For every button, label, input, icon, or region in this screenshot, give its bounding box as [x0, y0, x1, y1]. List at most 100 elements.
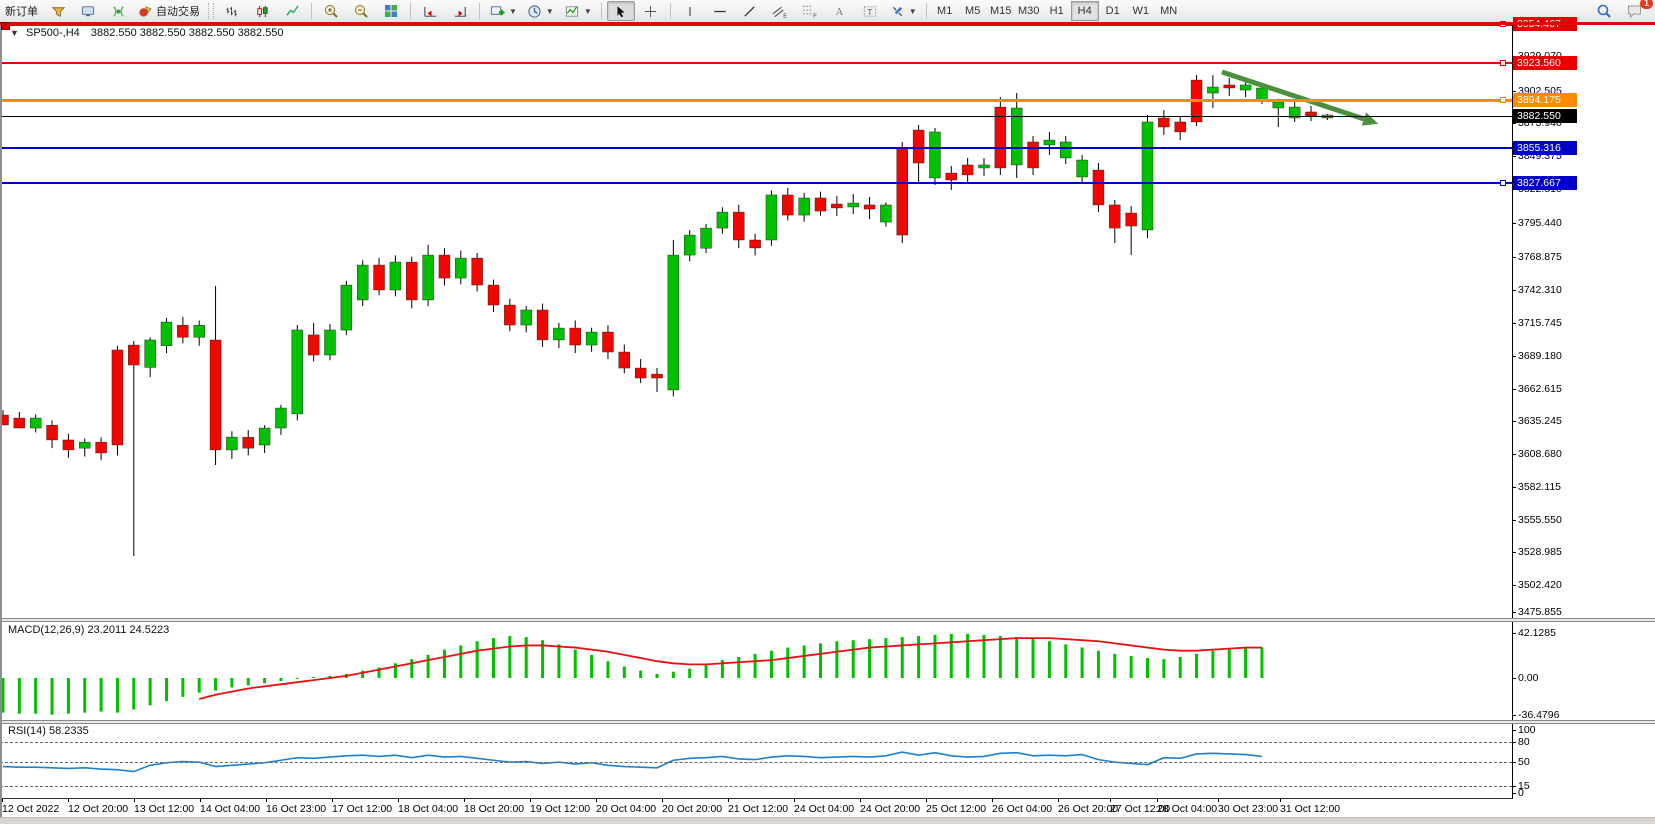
equidistant-channel-icon[interactable]: E	[766, 1, 794, 21]
candle-body	[406, 261, 418, 301]
price-level-handle[interactable]	[1500, 180, 1506, 186]
chart-title: ▼ SP500-,H4 3882.550 3882.550 3882.550 3…	[10, 27, 284, 39]
window-corner-box[interactable]	[1, 22, 10, 30]
timeframe-h4[interactable]: H4	[1070, 1, 1099, 21]
svg-text:T: T	[867, 6, 872, 16]
rsi-pane-separator[interactable]	[0, 720, 1655, 724]
candle-body	[1060, 141, 1072, 159]
chevron-down-icon: ▼	[509, 6, 517, 16]
candle-body	[275, 407, 287, 429]
tile-windows-icon[interactable]	[377, 1, 405, 21]
text-label-icon[interactable]: T	[856, 1, 884, 21]
price-tick	[1512, 156, 1516, 157]
price-level-handle[interactable]	[1500, 60, 1506, 66]
new-chart-icon[interactable]: ▼	[485, 1, 521, 21]
candle-body	[1092, 169, 1105, 206]
time-tick	[860, 798, 861, 802]
cursor-icon[interactable]	[606, 1, 635, 21]
svg-text:A: A	[835, 7, 843, 18]
price-tick-label: 3742.310	[1518, 284, 1562, 296]
time-tick	[332, 798, 333, 802]
price-level-line-3894.175[interactable]	[0, 99, 1512, 102]
candle-body	[863, 204, 876, 210]
zoom-in-icon[interactable]	[317, 1, 345, 21]
rsi-tick-label: 50	[1518, 756, 1530, 768]
timeframe-m30[interactable]: M30	[1017, 5, 1040, 17]
candle-body	[1125, 212, 1137, 227]
price-level-line-3923.560[interactable]	[0, 62, 1512, 64]
signals-icon[interactable]	[104, 1, 132, 21]
candle-body	[307, 334, 320, 356]
timeframe-w1[interactable]: W1	[1132, 5, 1149, 17]
trendline-icon[interactable]	[736, 1, 764, 21]
terminal-icon[interactable]	[74, 1, 102, 21]
chart-window: ▼ SP500-,H4 3882.550 3882.550 3882.550 3…	[0, 17, 1655, 824]
price-level-handle[interactable]	[1500, 97, 1506, 103]
price-level-badge: 3882.550	[1513, 109, 1577, 123]
timeframe-m5[interactable]: M5	[965, 5, 981, 17]
time-axis-label: 14 Oct 04:00	[200, 803, 261, 815]
candle-body	[128, 344, 140, 366]
zoom-out-icon[interactable]	[347, 1, 375, 21]
candlestick-icon[interactable]	[248, 1, 276, 21]
chart-autoscroll-icon[interactable]	[446, 1, 474, 21]
time-tick	[464, 798, 465, 802]
rsi-line	[2, 751, 1263, 773]
candle-body	[242, 437, 254, 449]
candle-body	[798, 197, 810, 216]
price-level-line-3855.316[interactable]	[0, 147, 1512, 149]
bar-chart-icon[interactable]	[218, 1, 246, 21]
time-tick	[68, 798, 69, 802]
chevron-down-icon: ▼	[583, 6, 592, 16]
macd-tick-label: 42.1285	[1518, 627, 1556, 639]
candle-body	[46, 425, 58, 441]
timeframe-m1[interactable]: M1	[937, 5, 953, 17]
horizontal-line-icon[interactable]	[706, 1, 734, 21]
vertical-line-icon[interactable]	[676, 1, 704, 21]
candle-body	[749, 239, 761, 249]
arrows-icon[interactable]: ▼	[886, 1, 921, 21]
window-left-border	[0, 22, 2, 817]
toolbar: 新订单 自动交易 ▼ ▼	[0, 0, 1655, 23]
candle-body	[1223, 84, 1235, 89]
candle-body	[961, 164, 974, 176]
candle-body	[1207, 86, 1219, 94]
candle-body	[651, 373, 663, 379]
candle-body	[111, 349, 124, 446]
chat-icon[interactable]: 1	[1620, 0, 1653, 21]
profiles-clock-icon[interactable]: ▼	[523, 1, 558, 21]
time-tick	[530, 798, 531, 802]
time-axis-label: 24 Oct 20:00	[860, 803, 921, 815]
line-chart-icon[interactable]	[278, 1, 306, 21]
timeframe-d1[interactable]: D1	[1105, 5, 1120, 17]
candle-body	[602, 331, 614, 353]
search-icon[interactable]	[1590, 1, 1618, 21]
fibonacci-icon[interactable]: F	[796, 1, 824, 21]
auto-trading-button[interactable]: 自动交易	[134, 1, 204, 21]
indicators-icon[interactable]: ▼	[560, 1, 596, 21]
candle-body	[1158, 117, 1170, 128]
funnel-icon[interactable]	[44, 1, 72, 21]
candle-body	[422, 254, 434, 301]
price-tick	[1512, 290, 1516, 291]
candle-body	[1109, 204, 1121, 229]
price-level-line-3882.550[interactable]	[0, 116, 1512, 117]
price-tick	[1512, 612, 1516, 613]
text-icon[interactable]: A	[826, 1, 854, 21]
time-axis-label: 17 Oct 12:00	[332, 803, 393, 815]
macd-pane-separator[interactable]	[0, 618, 1655, 622]
crosshair-icon[interactable]	[637, 1, 665, 21]
candle-body	[847, 202, 859, 208]
time-axis-label: 31 Oct 12:00	[1280, 803, 1341, 815]
chart-shift-icon[interactable]	[416, 1, 444, 21]
symbol-dropdown-icon[interactable]: ▼	[10, 28, 19, 38]
new-order-button[interactable]: 新订单	[1, 1, 42, 21]
timeframe-mn[interactable]: MN	[1160, 5, 1178, 17]
timeframe-h1[interactable]: H1	[1049, 5, 1064, 17]
time-axis-label: 30 Oct 23:00	[1218, 803, 1279, 815]
time-tick	[266, 798, 267, 802]
candle-body	[209, 339, 222, 451]
timeframe-m15[interactable]: M15	[989, 5, 1012, 17]
price-level-line-3827.667[interactable]	[0, 182, 1512, 184]
